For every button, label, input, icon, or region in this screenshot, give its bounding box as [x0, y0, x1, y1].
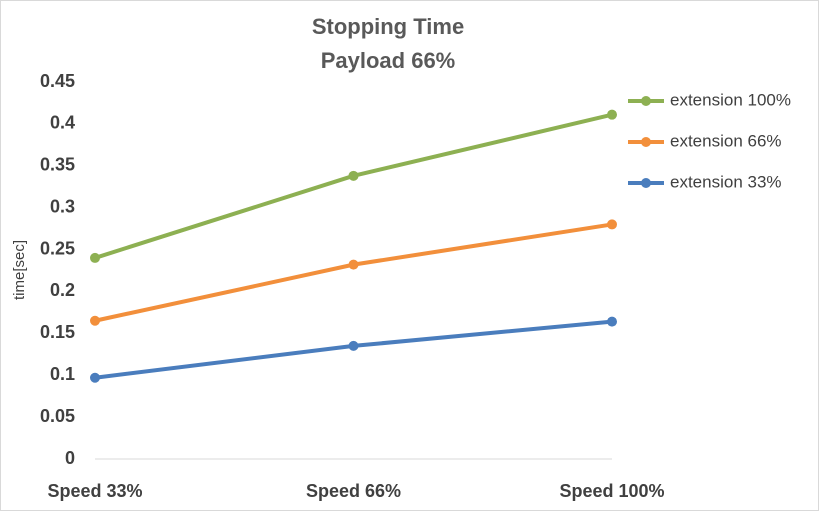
legend-label: extension 33% — [670, 172, 782, 191]
y-tick-label: 0.1 — [50, 364, 75, 384]
data-point — [90, 252, 100, 263]
x-tick-label: Speed 100% — [559, 481, 664, 501]
data-point — [348, 340, 359, 351]
y-axis-label: time[sec] — [11, 240, 28, 300]
x-tick-label: Speed 66% — [306, 481, 401, 501]
legend-label: extension 100% — [670, 90, 791, 109]
data-point — [90, 315, 100, 326]
legend-label: extension 66% — [670, 131, 782, 150]
y-tick-label: 0.4 — [50, 113, 75, 133]
chart-title: Stopping Time — [312, 14, 464, 39]
y-tick-label: 0 — [65, 448, 75, 468]
data-point — [607, 109, 617, 120]
y-tick-label: 0.35 — [40, 155, 75, 175]
y-tick-label: 0.15 — [40, 322, 75, 342]
y-tick-label: 0.25 — [40, 238, 75, 258]
y-tick-label: 0.05 — [40, 406, 75, 426]
data-point — [607, 219, 617, 230]
y-tick-label: 0.45 — [40, 71, 75, 91]
y-tick-label: 0.2 — [50, 280, 75, 300]
legend-marker — [641, 137, 651, 147]
y-tick-label: 0.3 — [50, 196, 75, 216]
x-tick-label: Speed 33% — [47, 481, 142, 501]
chart-subtitle: Payload 66% — [321, 48, 456, 73]
data-point — [90, 372, 100, 383]
legend-marker — [641, 178, 651, 188]
data-point — [348, 170, 359, 181]
data-point — [348, 259, 359, 270]
data-point — [607, 316, 617, 327]
legend-marker — [641, 96, 651, 106]
